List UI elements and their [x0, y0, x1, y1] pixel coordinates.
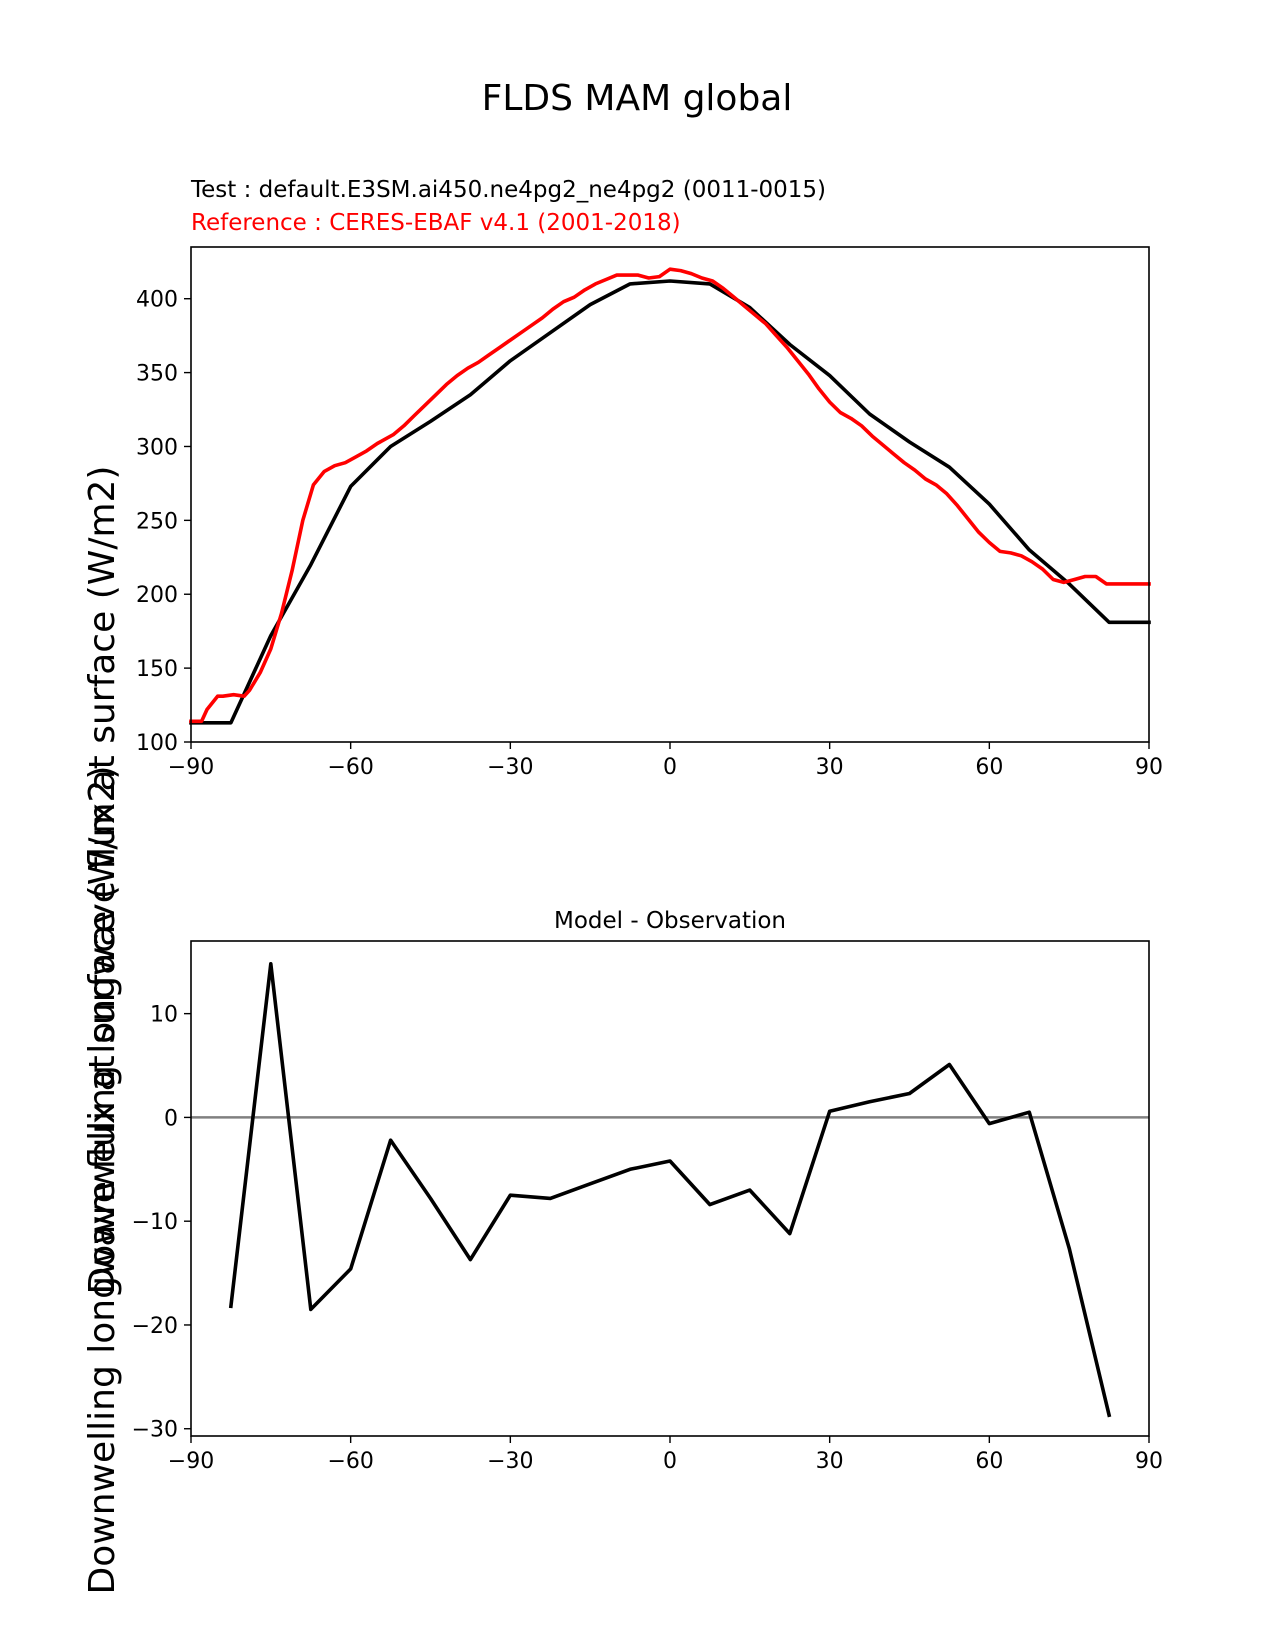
top-axes-frame — [190, 246, 1150, 743]
x-tick-label: −30 — [487, 755, 533, 780]
bottom-panel-title: Model - Observation — [554, 908, 786, 934]
y-tick-label: 400 — [136, 288, 178, 313]
x-tick-label: 0 — [663, 1449, 677, 1474]
figure-ylabel-lower: Downwelling longwave flux at surface (W/… — [82, 766, 123, 1595]
figure-title: FLDS MAM global — [482, 78, 793, 119]
reference-series-line — [189, 267, 1151, 724]
y-tick-label: 250 — [136, 509, 178, 534]
y-tick-label: 300 — [136, 435, 178, 460]
x-tick-label: 30 — [816, 1449, 844, 1474]
bottom-plot-area: −90 −60 −30 0 30 60 90 −30 −20 −10 0 10 — [132, 961, 1163, 1474]
reference-legend-label: Reference : CERES-EBAF v4.1 (2001-2018) — [191, 210, 681, 236]
x-tick-label: 0 — [663, 755, 677, 780]
x-tick-label: 60 — [975, 1449, 1003, 1474]
x-tick-label: −90 — [168, 1449, 214, 1474]
x-tick-label: 60 — [975, 755, 1003, 780]
test-legend-label: Test : default.E3SM.ai450.ne4pg2_ne4pg2 … — [190, 177, 826, 203]
top-plot-area: −90 −60 −30 0 30 60 90 100 150 200 250 300 350 400 — [136, 267, 1163, 780]
difference-series-line — [228, 961, 1112, 1418]
x-tick-label: 90 — [1135, 755, 1163, 780]
figure-ylabel-upper: Downwelling longwave flux at surface (W/… — [82, 466, 123, 1295]
x-tick-label: 90 — [1135, 1449, 1163, 1474]
bottom-axes-frame — [190, 940, 1150, 1437]
top-panel: Test : default.E3SM.ai450.ne4pg2_ne4pg2 … — [136, 177, 1163, 780]
x-tick-label: −60 — [327, 755, 373, 780]
y-tick-label: 10 — [150, 1003, 178, 1028]
test-series-line — [189, 279, 1151, 725]
bottom-panel: Model - Observation −90 −60 −30 0 30 60 90−30−… — [132, 908, 1163, 1474]
x-tick-label: −30 — [487, 1449, 533, 1474]
y-tick-label: 100 — [136, 731, 178, 756]
x-tick-label: −90 — [168, 755, 214, 780]
y-tick-label: −30 — [132, 1418, 178, 1443]
y-tick-label: 0 — [164, 1106, 178, 1131]
y-tick-label: −20 — [132, 1314, 178, 1339]
y-tick-label: 350 — [136, 362, 178, 387]
y-tick-label: −10 — [132, 1210, 178, 1235]
x-tick-label: −60 — [327, 1449, 373, 1474]
y-tick-label: 200 — [136, 583, 178, 608]
x-tick-label: 30 — [816, 755, 844, 780]
y-tick-label: 150 — [136, 657, 178, 682]
